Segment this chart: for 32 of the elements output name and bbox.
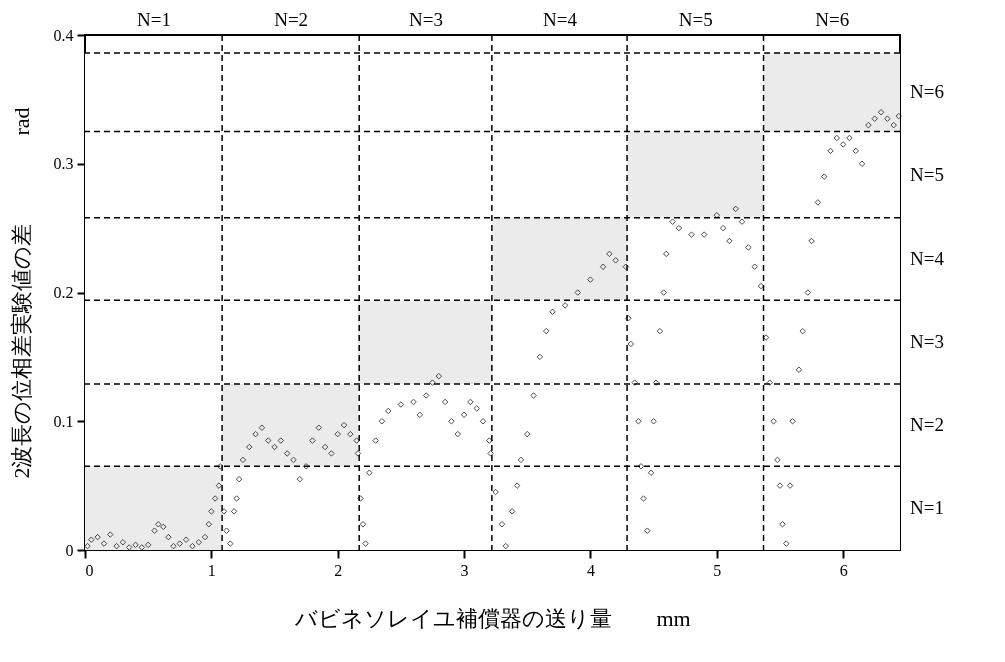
- x-tick-label: 3: [460, 561, 469, 579]
- x2-tick-label: N=5: [678, 8, 713, 30]
- band-label: N=4: [910, 248, 945, 270]
- y-tick-label: 0.1: [53, 412, 74, 430]
- band-label: N=5: [910, 163, 944, 185]
- y-tick-label: 0.2: [53, 284, 74, 301]
- x2-tick-label: N=6: [815, 8, 850, 30]
- bar: [222, 383, 359, 467]
- x-axis-title: バビネソレイユ補償器の送り量 mm: [294, 605, 691, 631]
- band-label: N=6: [910, 81, 944, 103]
- bar: [763, 53, 900, 132]
- band-label: N=1: [910, 497, 944, 519]
- x2-tick-label: N=2: [274, 8, 309, 30]
- x2-tick-label: N=4: [543, 8, 578, 30]
- bar: [492, 217, 628, 301]
- x-tick-label: 0: [85, 561, 94, 579]
- band-label: N=3: [910, 331, 944, 353]
- y-axis-title: 2波長の位相差実験値の差 rad: [8, 107, 34, 479]
- y-tick-label: 0.4: [53, 26, 74, 44]
- x-tick-label: 6: [839, 561, 848, 579]
- band-label: N=2: [910, 414, 944, 436]
- x-tick-label: 1: [207, 561, 216, 579]
- x-tick-label: 4: [586, 561, 595, 579]
- y-tick-label: 0.3: [53, 155, 74, 173]
- x-tick-label: 2: [334, 561, 343, 579]
- bar: [358, 300, 493, 384]
- bar: [85, 466, 223, 550]
- y-tick-label: 0: [65, 541, 74, 559]
- bar: [627, 131, 764, 218]
- x2-tick-label: N=1: [137, 8, 172, 30]
- x2-tick-label: N=3: [409, 8, 443, 30]
- x-tick-label: 5: [713, 561, 722, 579]
